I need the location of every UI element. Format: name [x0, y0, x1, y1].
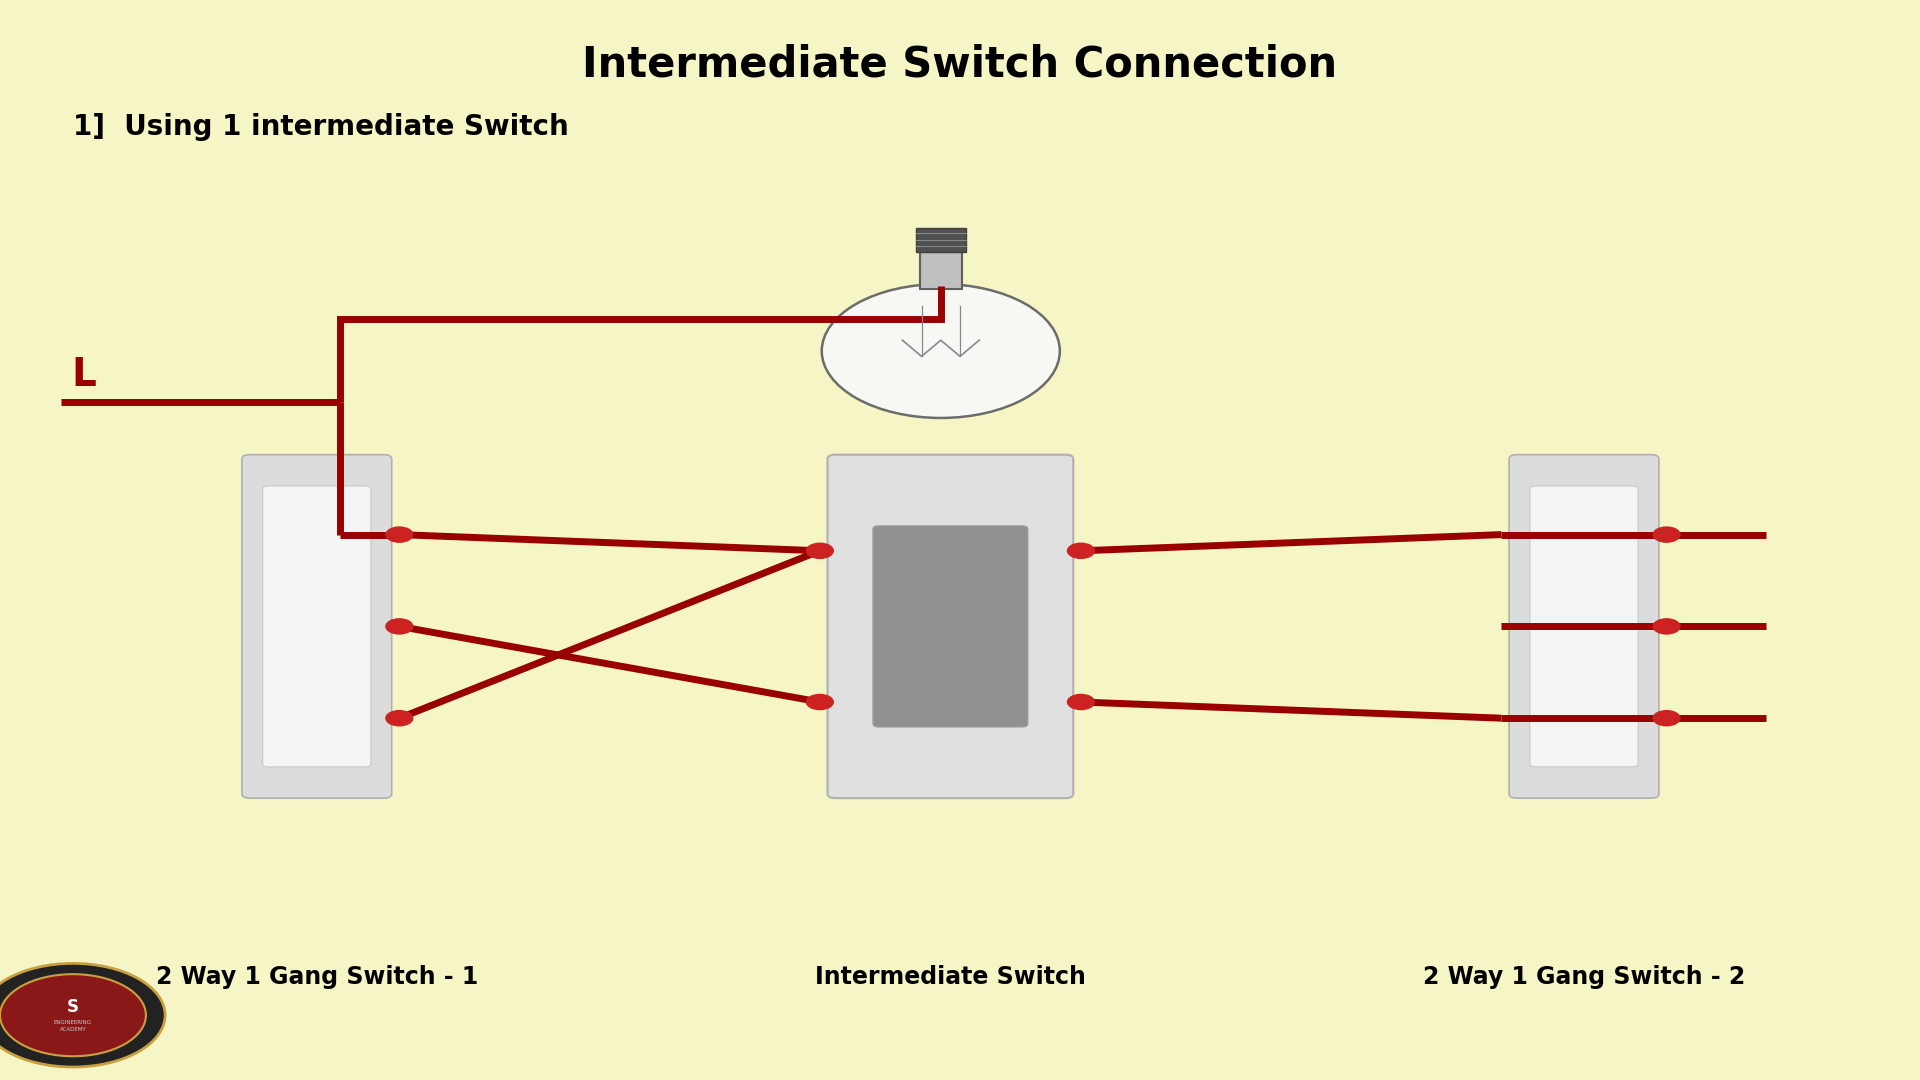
Text: Intermediate Switch Connection: Intermediate Switch Connection: [582, 44, 1338, 85]
Circle shape: [1653, 527, 1680, 542]
Circle shape: [1068, 694, 1094, 710]
FancyBboxPatch shape: [916, 228, 966, 252]
Text: 1]  Using 1 intermediate Switch: 1] Using 1 intermediate Switch: [73, 113, 568, 141]
Text: S: S: [67, 998, 79, 1015]
Circle shape: [0, 963, 165, 1067]
Text: Intermediate Switch: Intermediate Switch: [814, 966, 1087, 989]
Circle shape: [822, 284, 1060, 418]
Text: ENGINEERING
ACADEMY: ENGINEERING ACADEMY: [54, 1021, 92, 1031]
Text: L: L: [71, 356, 96, 394]
Circle shape: [386, 619, 413, 634]
Circle shape: [0, 974, 146, 1056]
FancyBboxPatch shape: [263, 486, 371, 767]
Circle shape: [806, 543, 833, 558]
FancyBboxPatch shape: [828, 455, 1073, 798]
FancyBboxPatch shape: [242, 455, 392, 798]
Circle shape: [386, 527, 413, 542]
FancyBboxPatch shape: [1530, 486, 1638, 767]
Circle shape: [1653, 619, 1680, 634]
FancyBboxPatch shape: [1509, 455, 1659, 798]
Circle shape: [806, 694, 833, 710]
Circle shape: [386, 711, 413, 726]
Circle shape: [1653, 711, 1680, 726]
Circle shape: [1068, 543, 1094, 558]
Text: 2 Way 1 Gang Switch - 2: 2 Way 1 Gang Switch - 2: [1423, 966, 1745, 989]
FancyBboxPatch shape: [874, 526, 1027, 727]
Text: 2 Way 1 Gang Switch - 1: 2 Way 1 Gang Switch - 1: [156, 966, 478, 989]
FancyBboxPatch shape: [920, 252, 962, 289]
